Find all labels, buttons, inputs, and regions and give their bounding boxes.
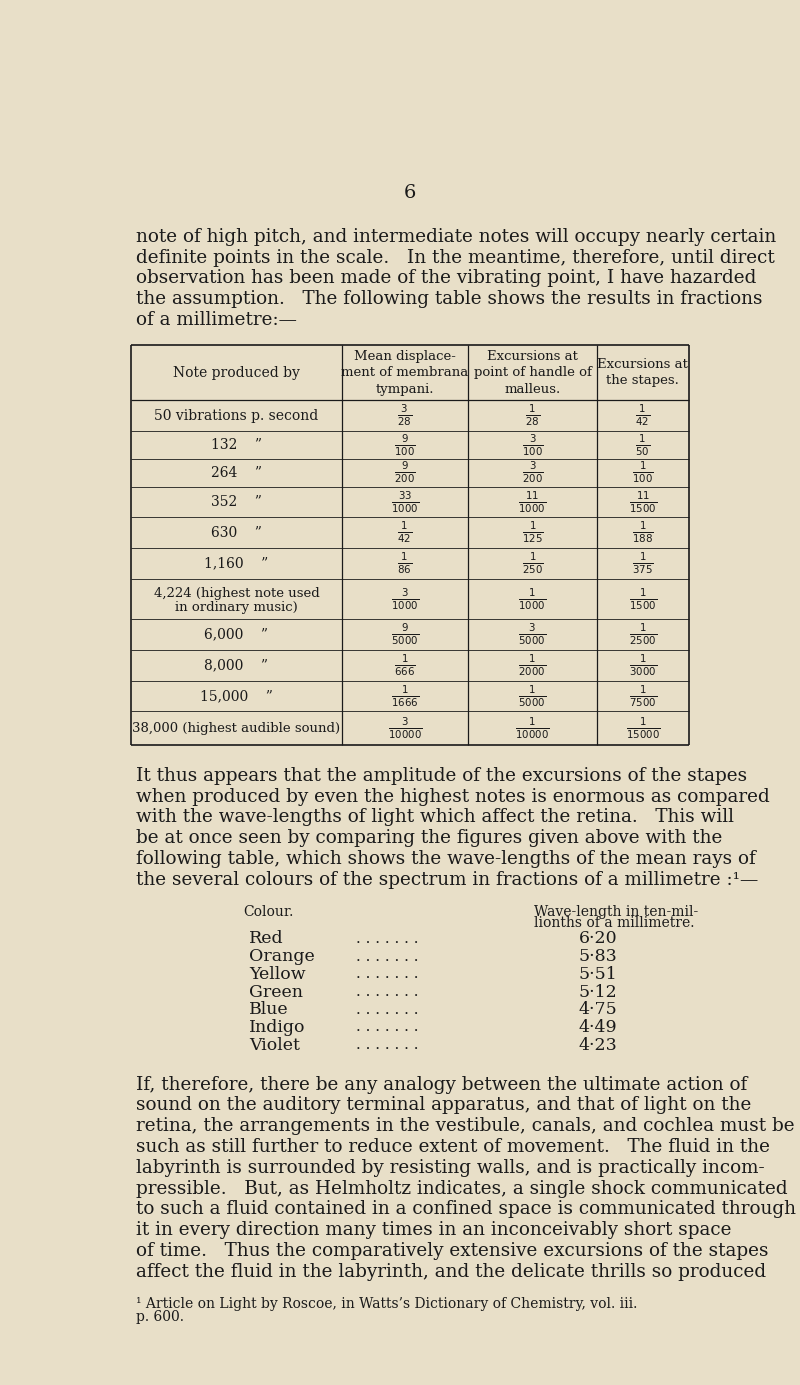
Text: of time.   Thus the comparatively extensive excursions of the stapes: of time. Thus the comparatively extensiv…: [136, 1242, 768, 1260]
Text: . . . . . . .: . . . . . . .: [356, 967, 418, 982]
Text: 630    ”: 630 ”: [211, 526, 262, 540]
Text: 132    ”: 132 ”: [211, 438, 262, 452]
Text: 38,000 (highest audible sound): 38,000 (highest audible sound): [132, 722, 341, 735]
Text: $\frac{9}{100}$: $\frac{9}{100}$: [394, 432, 416, 457]
Text: retina, the arrangements in the vestibule, canals, and cochlea must be: retina, the arrangements in the vestibul…: [136, 1118, 794, 1136]
Text: Wave-length in ten-mil-: Wave-length in ten-mil-: [534, 906, 698, 920]
Text: $\frac{1}{666}$: $\frac{1}{666}$: [394, 652, 416, 677]
Text: Excursions at
the stapes.: Excursions at the stapes.: [598, 357, 688, 388]
Text: the several colours of the spectrum in fractions of a millimetre :¹—: the several colours of the spectrum in f…: [136, 871, 758, 889]
Text: observation has been made of the vibrating point, I have hazarded: observation has been made of the vibrati…: [136, 269, 756, 287]
Text: $\frac{1}{250}$: $\frac{1}{250}$: [522, 551, 543, 576]
Text: $\frac{1}{375}$: $\frac{1}{375}$: [632, 551, 654, 576]
Text: . . . . . . .: . . . . . . .: [356, 1039, 418, 1053]
Text: $\frac{1}{100}$: $\frac{1}{100}$: [632, 460, 654, 485]
Text: Orange: Orange: [249, 949, 314, 965]
Text: . . . . . . .: . . . . . . .: [356, 1003, 418, 1017]
Text: If, therefore, there be any analogy between the ultimate action of: If, therefore, there be any analogy betw…: [136, 1076, 747, 1094]
Text: 4·75: 4·75: [579, 1001, 618, 1018]
Text: definite points in the scale.   In the meantime, therefore, until direct: definite points in the scale. In the mea…: [136, 248, 774, 266]
Text: the assumption.   The following table shows the results in fractions: the assumption. The following table show…: [136, 291, 762, 309]
Text: 4·49: 4·49: [579, 1019, 618, 1036]
Text: 15,000    ”: 15,000 ”: [200, 688, 273, 704]
Text: $\frac{9}{5000}$: $\frac{9}{5000}$: [391, 622, 419, 647]
Text: 6·20: 6·20: [579, 931, 618, 947]
Text: Mean displace-
ment of membrana
tympani.: Mean displace- ment of membrana tympani.: [342, 349, 469, 396]
Text: $\frac{1}{1500}$: $\frac{1}{1500}$: [629, 586, 657, 612]
Text: $\frac{1}{2500}$: $\frac{1}{2500}$: [629, 622, 657, 647]
Text: following table, which shows the wave-lengths of the mean rays of: following table, which shows the wave-le…: [136, 850, 755, 868]
Text: $\frac{3}{5000}$: $\frac{3}{5000}$: [518, 622, 546, 647]
Text: pressible.   But, as Helmholtz indicates, a single shock communicated: pressible. But, as Helmholtz indicates, …: [136, 1180, 787, 1198]
Text: 5·83: 5·83: [579, 949, 618, 965]
Text: 6: 6: [404, 184, 416, 202]
Text: 50 vibrations p. second: 50 vibrations p. second: [154, 409, 318, 422]
Text: 8,000    ”: 8,000 ”: [205, 658, 268, 672]
Text: to such a fluid contained in a confined space is communicated through: to such a fluid contained in a confined …: [136, 1201, 796, 1219]
Text: $\frac{33}{1000}$: $\frac{33}{1000}$: [391, 489, 419, 515]
Text: $\frac{1}{86}$: $\frac{1}{86}$: [398, 551, 413, 576]
Text: 5·51: 5·51: [579, 965, 618, 983]
Text: 5·12: 5·12: [579, 983, 618, 1000]
Text: $\frac{1}{28}$: $\frac{1}{28}$: [525, 403, 540, 428]
Text: 4·23: 4·23: [579, 1036, 618, 1054]
Text: $\frac{3}{28}$: $\frac{3}{28}$: [398, 403, 413, 428]
Text: Excursions at
point of handle of
malleus.: Excursions at point of handle of malleus…: [474, 349, 591, 396]
Text: it in every direction many times in an inconceivably short space: it in every direction many times in an i…: [136, 1222, 731, 1240]
Text: ¹ Article on Light by Roscoe, in Watts’s Dictionary of Chemistry, vol. iii.: ¹ Article on Light by Roscoe, in Watts’s…: [136, 1298, 637, 1312]
Text: . . . . . . .: . . . . . . .: [356, 932, 418, 946]
Text: such as still further to reduce extent of movement.   The fluid in the: such as still further to reduce extent o…: [136, 1138, 770, 1156]
Text: $\frac{1}{1666}$: $\frac{1}{1666}$: [391, 683, 419, 709]
Text: . . . . . . .: . . . . . . .: [356, 1021, 418, 1035]
Text: $\frac{1}{5000}$: $\frac{1}{5000}$: [518, 683, 546, 709]
Text: It thus appears that the amplitude of the excursions of the stapes: It thus appears that the amplitude of th…: [136, 767, 746, 785]
Text: $\frac{3}{10000}$: $\frac{3}{10000}$: [388, 716, 422, 741]
Text: $\frac{1}{188}$: $\frac{1}{188}$: [632, 519, 654, 546]
Text: $\frac{1}{2000}$: $\frac{1}{2000}$: [518, 652, 546, 677]
Text: $\frac{1}{3000}$: $\frac{1}{3000}$: [629, 652, 657, 677]
Text: in ordinary music): in ordinary music): [175, 601, 298, 614]
Text: $\frac{3}{1000}$: $\frac{3}{1000}$: [391, 586, 419, 612]
Text: $\frac{11}{1000}$: $\frac{11}{1000}$: [518, 489, 546, 515]
Text: $\frac{11}{1500}$: $\frac{11}{1500}$: [629, 489, 657, 515]
Text: $\frac{1}{1000}$: $\frac{1}{1000}$: [518, 586, 546, 612]
Text: $\frac{1}{10000}$: $\frac{1}{10000}$: [515, 716, 550, 741]
Text: $\frac{1}{50}$: $\frac{1}{50}$: [635, 432, 650, 457]
Text: lionths of a millimetre.: lionths of a millimetre.: [534, 917, 694, 931]
Text: note of high pitch, and intermediate notes will occupy nearly certain: note of high pitch, and intermediate not…: [136, 227, 776, 245]
Text: 4,224 (highest note used: 4,224 (highest note used: [154, 587, 319, 600]
Text: $\frac{1}{42}$: $\frac{1}{42}$: [635, 403, 650, 428]
Text: $\frac{1}{42}$: $\frac{1}{42}$: [398, 519, 413, 546]
Text: Note produced by: Note produced by: [173, 366, 300, 379]
Text: Colour.: Colour.: [243, 906, 294, 920]
Text: Green: Green: [249, 983, 302, 1000]
Text: . . . . . . .: . . . . . . .: [356, 950, 418, 964]
Text: Yellow: Yellow: [249, 965, 306, 983]
Text: $\frac{1}{15000}$: $\frac{1}{15000}$: [626, 716, 660, 741]
Text: Blue: Blue: [249, 1001, 289, 1018]
Text: $\frac{3}{100}$: $\frac{3}{100}$: [522, 432, 543, 457]
Text: p. 600.: p. 600.: [136, 1310, 184, 1324]
Text: 1,160    ”: 1,160 ”: [204, 557, 269, 571]
Text: $\frac{3}{200}$: $\frac{3}{200}$: [522, 460, 543, 485]
Text: of a millimetre:—: of a millimetre:—: [136, 312, 297, 330]
Text: labyrinth is surrounded by resisting walls, and is practically incom-: labyrinth is surrounded by resisting wal…: [136, 1159, 764, 1177]
Text: Violet: Violet: [249, 1036, 300, 1054]
Text: $\frac{9}{200}$: $\frac{9}{200}$: [394, 460, 416, 485]
Text: with the wave-lengths of light which affect the retina.   This will: with the wave-lengths of light which aff…: [136, 809, 734, 827]
Text: 352    ”: 352 ”: [211, 494, 262, 508]
Text: 264    ”: 264 ”: [211, 465, 262, 479]
Text: affect the fluid in the labyrinth, and the delicate thrills so produced: affect the fluid in the labyrinth, and t…: [136, 1263, 766, 1281]
Text: Red: Red: [249, 931, 283, 947]
Text: $\frac{1}{7500}$: $\frac{1}{7500}$: [629, 683, 657, 709]
Text: . . . . . . .: . . . . . . .: [356, 985, 418, 999]
Text: sound on the auditory terminal apparatus, and that of light on the: sound on the auditory terminal apparatus…: [136, 1097, 751, 1115]
Text: be at once seen by comparing the figures given above with the: be at once seen by comparing the figures…: [136, 830, 722, 848]
Text: $\frac{1}{125}$: $\frac{1}{125}$: [522, 519, 543, 546]
Text: Indigo: Indigo: [249, 1019, 306, 1036]
Text: 6,000    ”: 6,000 ”: [205, 627, 268, 641]
Text: when produced by even the highest notes is enormous as compared: when produced by even the highest notes …: [136, 788, 770, 806]
